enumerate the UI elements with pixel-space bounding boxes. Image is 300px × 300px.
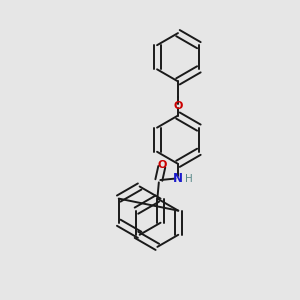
Text: O: O [157,160,167,170]
Text: H: H [185,174,193,184]
Text: O: O [173,101,183,111]
Text: N: N [173,172,183,185]
